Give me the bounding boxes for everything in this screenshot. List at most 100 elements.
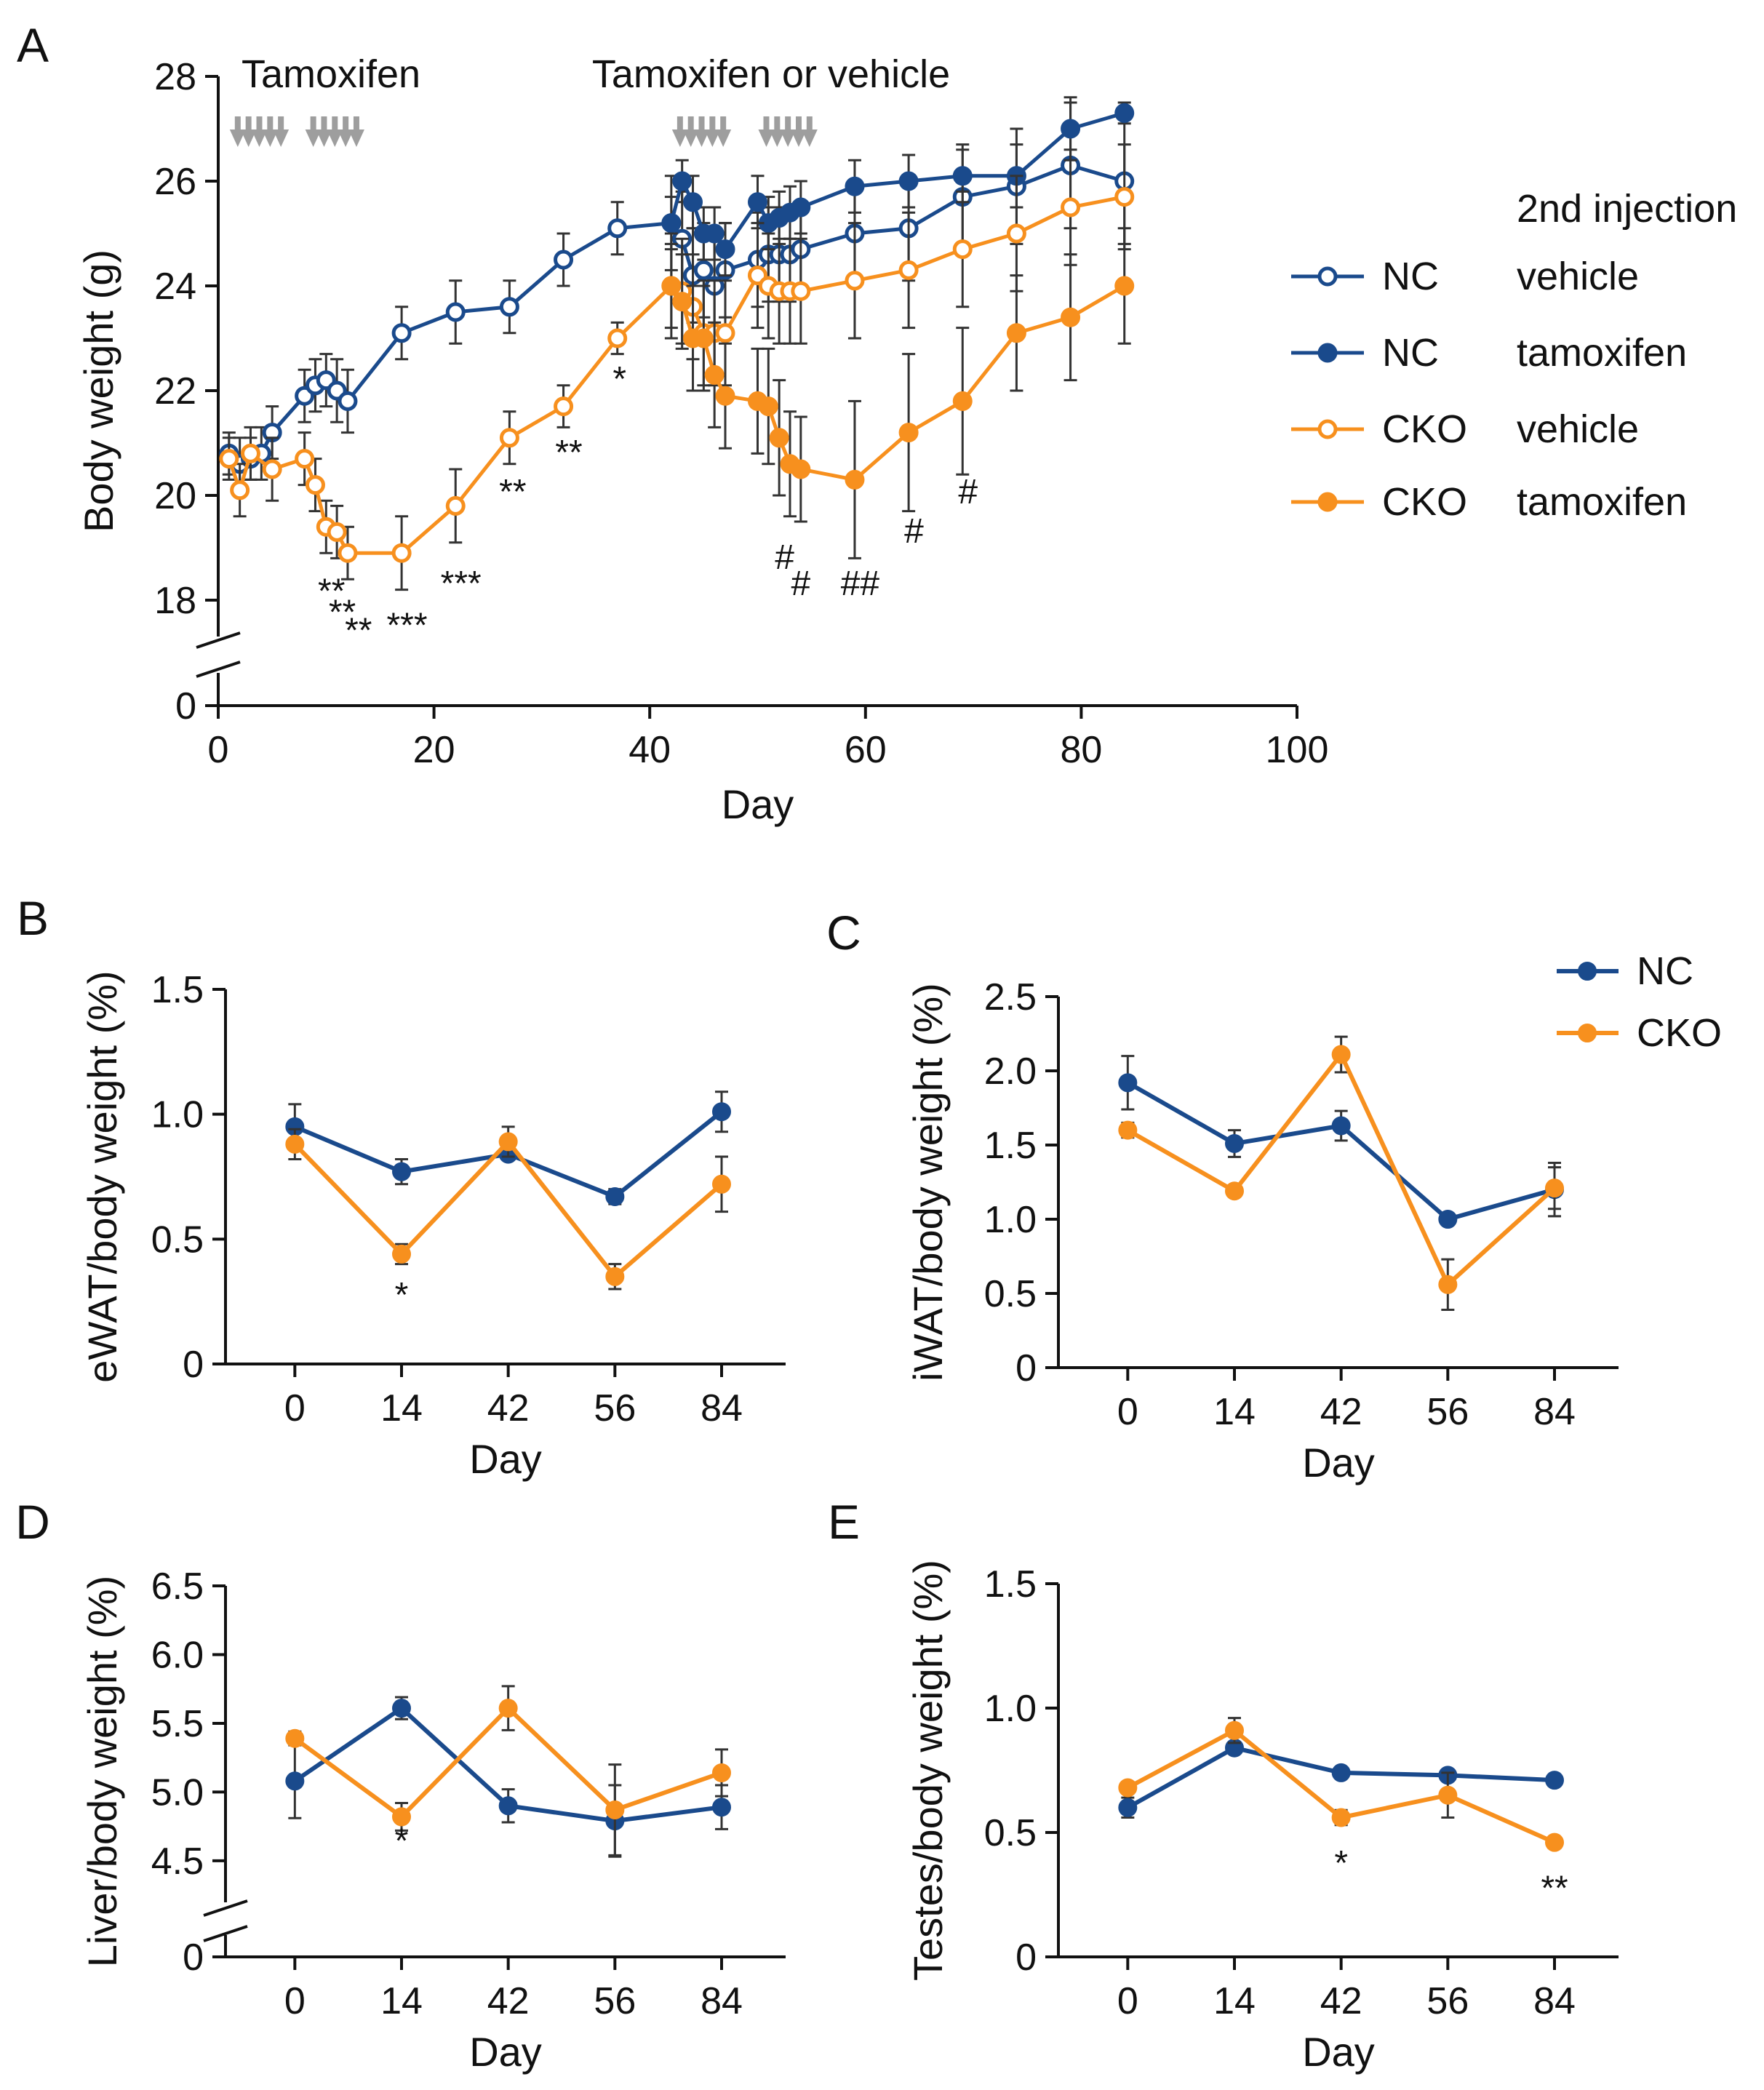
data-point [1117,189,1133,205]
y-tick-label: 1.0 [151,1094,204,1136]
data-point [1439,1276,1456,1293]
x-tick-label: 56 [594,1387,636,1429]
x-tick-label: 40 [628,729,671,771]
data-point [501,299,517,315]
data-point [286,1136,303,1153]
injection-arrow [715,129,731,147]
data-point [793,199,809,215]
y-tick-label: 20 [154,475,196,517]
data-point [393,1699,410,1717]
y-tick-label: 0 [1015,1347,1037,1389]
significance-mark: # [958,473,978,511]
significance-mark: # [904,512,924,551]
x-axis-title: Day [1302,1440,1375,1485]
data-point [447,304,463,320]
injection-arrow [802,129,818,147]
y-tick-label: 6.0 [151,1634,204,1676]
significance-mark: * [395,1276,409,1315]
y-tick-label: 0 [183,1344,204,1386]
data-point [793,461,809,477]
significance-mark: * [395,1822,409,1861]
x-tick-label: 14 [1213,1391,1256,1433]
data-point [1226,1135,1243,1152]
panel-e: E 0 0.5 1.0 1.5 0 14 42 56 84 Day Testes/body weigh… [828,1495,1619,2075]
legend-marker [1579,1024,1596,1042]
y-tick-label: 0 [1015,1937,1037,1979]
y-tick-label: 6.5 [151,1565,204,1608]
y-tick-label: 0.5 [984,1273,1037,1315]
data-point [329,524,345,540]
data-point [1546,1179,1563,1197]
data-point [556,252,572,268]
data-point [760,399,776,415]
data-point [771,430,787,446]
data-point [1063,309,1079,325]
series-line [671,286,1125,479]
series-line [1128,1055,1555,1285]
data-point [1439,1787,1456,1804]
data-point [610,220,626,236]
legend-header: 2nd injection [1517,187,1737,231]
series-cko [1119,1037,1563,1309]
significance-mark: *** [387,606,428,645]
data-point [901,173,917,189]
data-point [501,430,517,446]
data-point [1226,1722,1243,1739]
annotation-tamoxifen: Tamoxifen [242,52,420,96]
data-point [1546,1834,1563,1851]
data-point [695,330,711,346]
panel-c: C 0 0.5 1.0 1.5 2.0 2.5 0 14 42 56 84 Day iWAT/body w… [826,906,1722,1485]
y-tick-label: 26 [154,161,196,203]
data-point [393,1245,410,1263]
legend-label: NC [1637,949,1693,993]
data-point [674,173,690,189]
data-point [695,262,711,278]
y-tick-label: 1.0 [984,1199,1037,1241]
legend-injection-label: tamoxifen [1517,480,1687,524]
legend-marker [1320,421,1336,437]
data-point [713,1798,730,1816]
y-tick-label: 1.0 [984,1688,1037,1730]
x-tick-label: 60 [845,729,887,771]
panel-letter-d: D [15,1495,50,1549]
data-point [1008,325,1024,341]
series-line [229,165,1125,463]
y-tick-label: 4.5 [151,1840,204,1883]
panel-letter-a: A [17,18,49,72]
series-cko [1119,1718,1563,1851]
data-point [954,393,970,409]
data-point [954,168,970,184]
significance-mark: ** [1541,1869,1568,1907]
series-nc-tamoxifen [663,97,1133,276]
y-tick-label: 1.5 [984,1125,1037,1167]
x-tick-label: 0 [284,1980,306,2022]
x-tick-label: 14 [380,1980,423,2022]
legend-marker [1320,345,1336,361]
annotation-tamoxifen-or-vehicle: Tamoxifen or vehicle [592,52,950,96]
y-tick-label: 0 [183,1937,204,1979]
x-tick-label: 42 [1320,1980,1362,2022]
y-axis-title: Testes/body weight (%) [905,1560,951,1981]
data-point [1117,278,1133,294]
data-point [1333,1046,1350,1064]
legend-group-label: NC [1382,331,1439,375]
x-tick-label: 56 [1426,1980,1469,2022]
significance-mark: ## [841,565,880,603]
data-point [340,545,356,561]
y-tick-label: 18 [154,580,196,622]
legend-marker [1579,962,1596,980]
legend-injection-label: vehicle [1517,255,1639,298]
data-point [394,325,410,341]
data-point [1333,1808,1350,1826]
significance-mark: # [791,565,810,603]
data-point [847,273,863,289]
x-tick-label: 14 [380,1387,423,1429]
x-tick-label: 84 [1533,1980,1576,2022]
data-point [847,471,863,487]
y-axis-title: Body weight (g) [76,250,121,533]
series-cko-tamoxifen [663,228,1133,559]
data-point [685,194,701,210]
data-point [706,367,722,383]
data-point [713,1103,730,1120]
data-point [706,226,722,242]
